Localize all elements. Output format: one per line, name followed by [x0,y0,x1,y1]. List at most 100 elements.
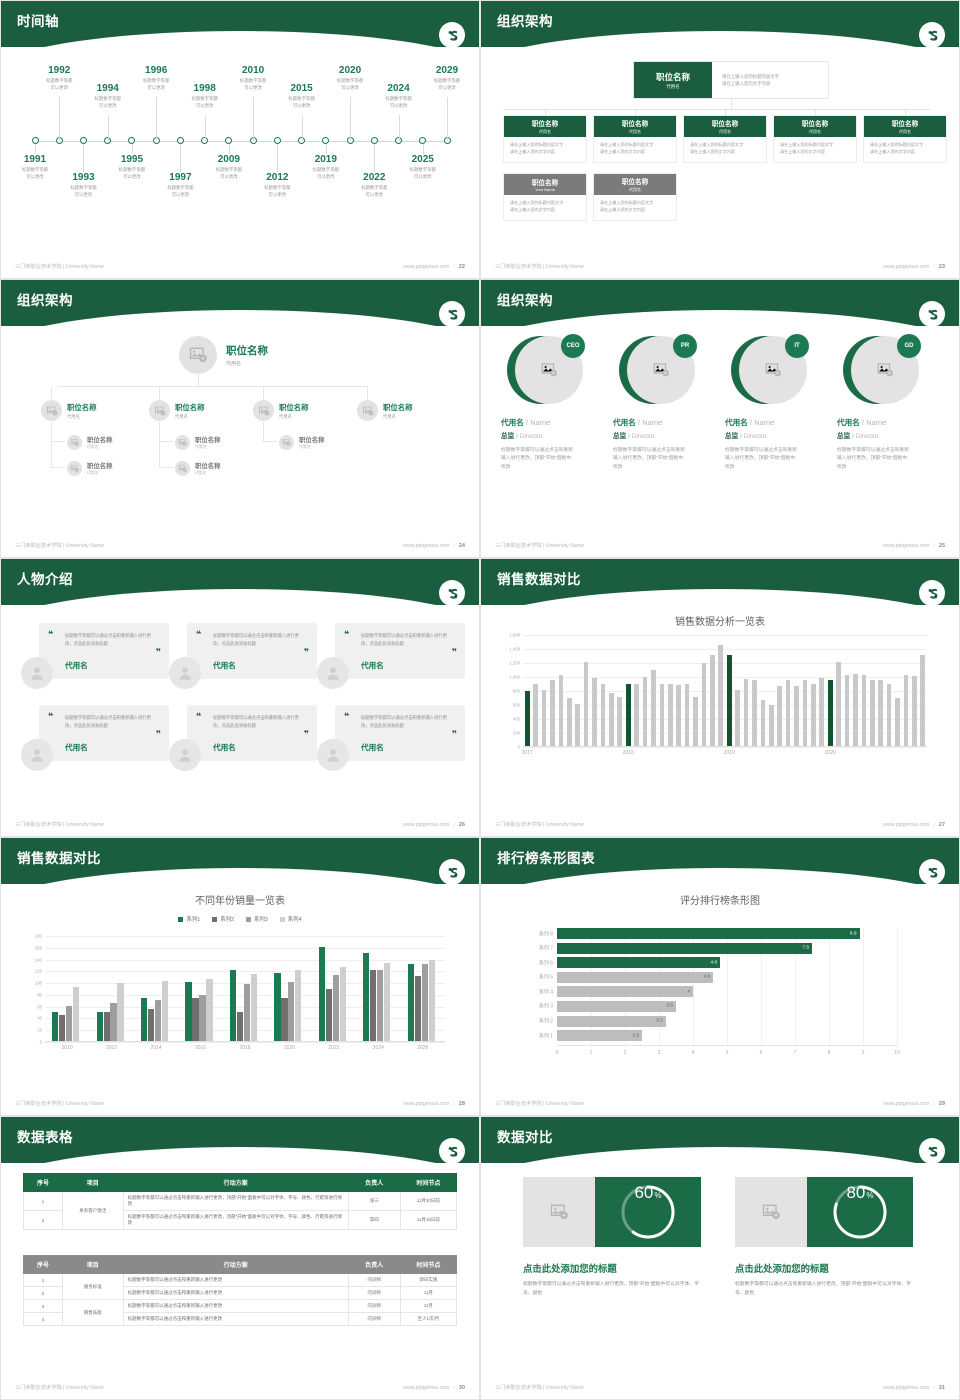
timeline-item-above[interactable]: 2015 标题数字等都 可以更改 [271,83,333,110]
chart-bar[interactable] [878,680,884,746]
org-card[interactable]: 职位名称 代用名 请在上输入您的标题内容文字 请在上输入您的文字内容 [773,115,857,163]
chart-bar[interactable] [583,662,589,746]
chart-bar[interactable] [836,662,841,746]
timeline-item-below[interactable]: 1993 标题数字等都 可以更改 [52,172,114,199]
chart-bar[interactable] [592,677,597,746]
chart-bar[interactable] [295,970,302,1041]
rank-row[interactable]: 系列 5 4.6 [539,971,897,983]
chart-bar[interactable] [185,982,192,1041]
chart-bar[interactable] [363,952,370,1041]
timeline-item-above[interactable]: 2024 标题数字等都 可以更改 [368,83,430,110]
chart-bar[interactable] [735,690,740,746]
tree-root[interactable]: 职位名称 代用名 [179,336,268,374]
timeline-dot[interactable] [419,137,427,144]
legend-item[interactable]: 系列1 [178,915,200,923]
chart-bar[interactable] [66,1005,73,1041]
timeline-item-below[interactable]: 2022 标题数字等都 可以更改 [343,172,405,199]
chart-bar[interactable] [407,964,414,1041]
chart-bar[interactable] [414,976,421,1041]
chart-bar[interactable] [250,974,257,1041]
org-root-card[interactable]: 职位名称 代用名 请在上输入您的标题内容文字 请在上输入您的文字内容 [633,61,829,99]
timeline-dot[interactable] [322,137,330,144]
chart-bar[interactable] [903,675,909,746]
timeline-dot[interactable] [225,137,233,144]
tree-node-l2[interactable]: 职位名称 代用名 [175,435,221,450]
timeline-item-above[interactable]: 1998 标题数字等都 可以更改 [174,83,236,110]
chart-bar[interactable] [236,1012,244,1041]
chart-bar[interactable] [421,964,428,1041]
org-card[interactable]: 职位名称 代用名 请在上输入您的标题内容文字 请在上输入您的文字内容 [503,115,587,163]
rank-row[interactable]: 系列 2 3.2 [539,1015,897,1027]
org-card[interactable]: 职位名称 代用名 请在上输入您的标题内容文字 请在上输入您的文字内容 [683,115,767,163]
rank-row[interactable]: 系列 3 3.5 [539,1000,897,1012]
chart-bar[interactable] [274,973,281,1041]
chart-bar[interactable] [110,1002,117,1041]
timeline-item-below[interactable]: 1991 标题数字等都 可以更改 [4,154,66,181]
tree-node-l2[interactable]: 职位名称 代用名 [67,435,113,450]
chart-bar[interactable] [575,704,581,746]
chart-bar[interactable] [96,1012,103,1041]
chart-bar[interactable] [920,655,926,746]
chart-bar[interactable] [861,675,867,746]
person-card[interactable]: PR 代用名 / Name 总监 / Director 标题数字等都可以通过点击… [613,334,709,472]
chart-bar[interactable] [59,1014,66,1041]
table-row[interactable]: 1 服务标准 标题数字等都可以通过点击和重新输入进行更改 闪训师 即日实施 [23,1273,458,1300]
chart-bar[interactable] [651,669,656,746]
timeline-item-below[interactable]: 2025 标题数字等都 可以更改 [392,154,454,181]
table-row[interactable]: 2 标题数字等都可以通过点击和重新输入进行更改 闪训师 11月 [23,1286,458,1300]
chart-bar[interactable] [52,1011,59,1041]
timeline-dot[interactable] [31,137,39,144]
tree-node-l2[interactable]: 职位名称 代用名 [279,435,325,450]
chart-bar[interactable] [103,1011,110,1041]
timeline-item-below[interactable]: 2012 标题数字等都 可以更改 [246,172,308,199]
chart-bar[interactable] [550,680,555,746]
chart-bar[interactable] [524,690,530,746]
quote-card[interactable]: ❝ ❞ 标题数字等都可以通过点击和重新输入进行更改，点击此处添加标题 代用名 [169,623,317,689]
tree-node-l2[interactable]: 职位名称 代用名 [175,461,221,476]
timeline-item-above[interactable]: 1994 标题数字等都 可以更改 [77,83,139,110]
legend-item[interactable]: 系列4 [279,915,302,923]
chart-bar[interactable] [161,980,169,1041]
chart-bar[interactable] [844,675,850,746]
chart-bar[interactable] [869,679,875,746]
rank-row[interactable]: 系列 7 7.5 [539,942,897,954]
table-row[interactable]: 3 销售技能 标题数字等都可以通过点击和重新输入进行更改 闪训师 11月 [23,1299,458,1326]
chart-bar[interactable] [625,683,631,746]
chart-bar[interactable] [609,692,614,746]
tree-node-l2[interactable]: 职位名称 代用名 [67,461,113,476]
chart-bar[interactable] [634,683,639,746]
chart-bar[interactable] [558,675,564,746]
chart-bar[interactable] [73,986,80,1041]
person-card[interactable]: IT 代用名 / Name 总监 / Director 标题数字等都可以通过点击… [725,334,821,472]
quote-card[interactable]: ❝ ❞ 标题数字等都可以通过点击和重新输入进行更改，点击此处添加标题 代用名 [21,623,169,689]
chart-bar[interactable] [600,683,606,746]
chart-bar[interactable] [811,683,816,746]
chart-bar[interactable] [693,697,698,746]
chart-bar[interactable] [895,698,900,746]
quote-card[interactable]: ❝ ❞ 标题数字等都可以通过点击和重新输入进行更改，点击此处添加标题 代用名 [317,705,465,771]
timeline-item-below[interactable]: 1995 标题数字等都 可以更改 [101,154,163,181]
person-card[interactable]: GD 代用名 / Name 总监 / Director 标题数字等都可以通过点击… [837,334,933,472]
chart-bar[interactable] [617,697,623,746]
chart-bar[interactable] [147,1008,155,1041]
chart-bar[interactable] [229,970,237,1041]
timeline-item-below[interactable]: 2009 标题数字等都 可以更改 [198,154,260,181]
chart-bar[interactable] [325,988,332,1041]
quote-card[interactable]: ❝ ❞ 标题数字等都可以通过点击和重新输入进行更改，点击此处添加标题 代用名 [169,705,317,771]
chart-bar[interactable] [768,704,774,746]
chart-bar[interactable] [827,679,833,746]
chart-bar[interactable] [384,962,391,1041]
timeline-dot[interactable] [128,137,136,144]
person-card[interactable]: CEO 代用名 / Name 总监 / Director 标题数字等都可以通过点… [501,334,597,472]
timeline-item-above[interactable]: 2029 标题数字等都 可以更改 [416,65,478,92]
tree-node-l1[interactable]: 职位名称 代用名 [41,400,97,421]
chart-bar[interactable] [192,998,199,1041]
timeline-item-above[interactable]: 2020 标题数字等都 可以更改 [319,65,381,92]
rank-row[interactable]: 系列 1 2.5 [539,1030,897,1042]
timeline-dot[interactable] [273,137,281,144]
org-card[interactable]: 职位名称 代用名 请在上输入您的标题内容文字 请在上输入您的文字内容 [593,115,677,163]
chart-bar[interactable] [428,960,435,1041]
table-row[interactable]: 1 呆有客户激活 标题数字等都可以通过点击和重新输入进行更改，顶部“开始”面板中可以… [23,1191,458,1230]
tree-node-l1[interactable]: 职位名称 代用名 [149,400,205,421]
chart-bar[interactable] [760,699,766,746]
